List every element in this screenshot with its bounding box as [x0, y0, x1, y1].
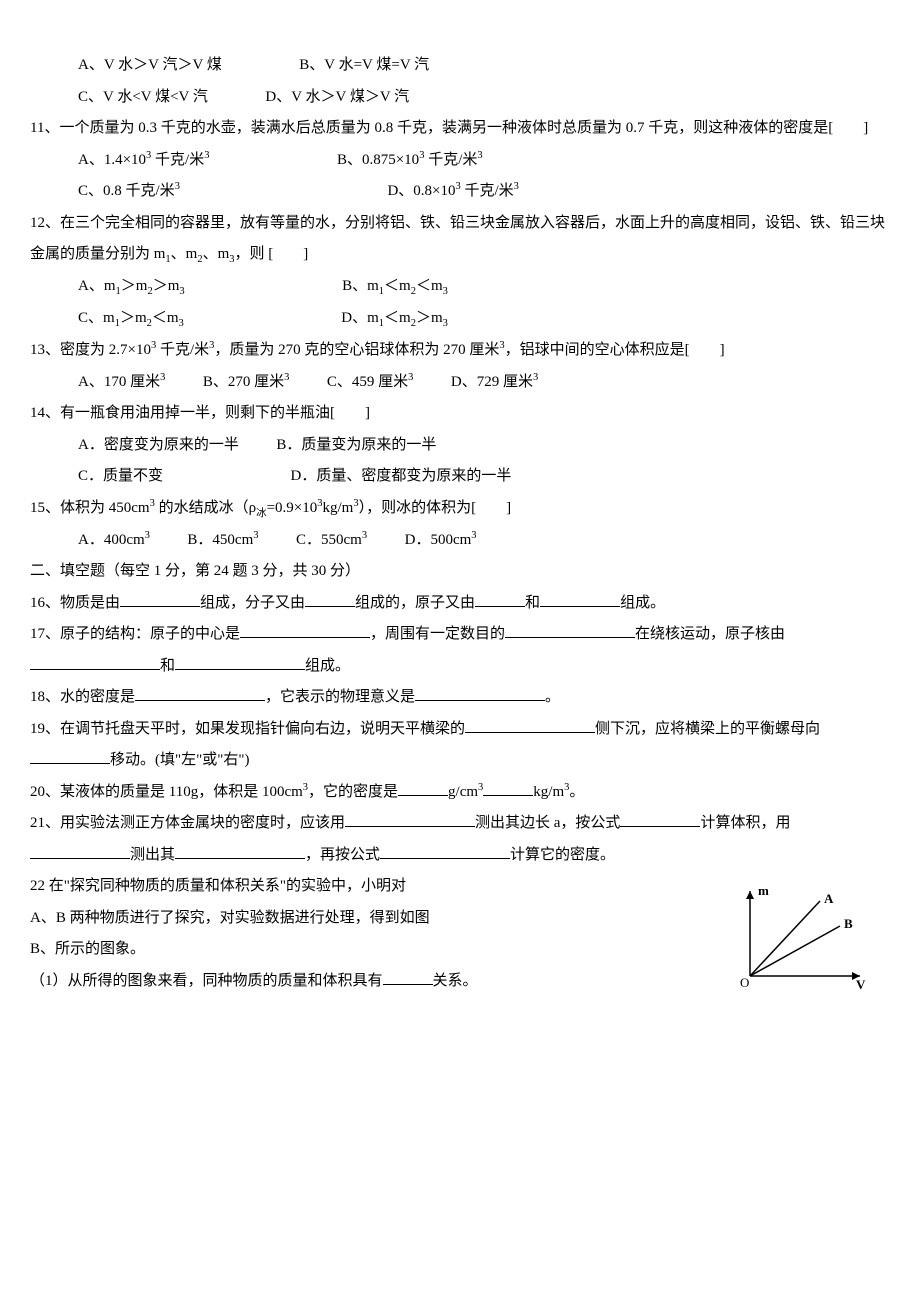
q15-opts: A．400cm3 B．450cm3 C．550cm3 D．500cm3: [30, 525, 890, 557]
blank: [505, 622, 635, 638]
q15-optA: A．400cm3: [78, 532, 150, 548]
blank: [175, 843, 305, 859]
q14-optB: B．质量变为原来的一半: [276, 437, 436, 453]
q12-optA: A、m1＞m2＞m3: [78, 278, 185, 294]
blank: [120, 591, 200, 607]
q14-optC: C．质量不变: [78, 468, 163, 484]
q13-optA: A、170 厘米3: [78, 374, 165, 390]
blank: [305, 591, 355, 607]
blank: [398, 780, 448, 796]
q15-optD: D．500cm3: [405, 532, 477, 548]
q13-opts: A、170 厘米3 B、270 厘米3 C、459 厘米3 D、729 厘米3: [30, 367, 890, 399]
q14-row1: A．密度变为原来的一半 B．质量变为原来的一半: [30, 430, 890, 462]
q19: 19、在调节托盘天平时，如果发现指针偏向右边，说明天平横梁的侧下沉，应将横梁上的…: [30, 714, 890, 777]
blank: [475, 591, 525, 607]
q15-optB: B．450cm3: [187, 532, 258, 548]
blank: [415, 685, 545, 701]
svg-text:V: V: [856, 977, 866, 991]
q10-optC: C、V 水<V 煤<V 汽: [78, 89, 208, 105]
blank: [175, 654, 305, 670]
q11-row1: A、1.4×103 千克/米3 B、0.875×103 千克/米3: [30, 145, 890, 177]
blank: [30, 843, 130, 859]
q12-stem: 12、在三个完全相同的容器里，放有等量的水，分别将铝、铁、铅三块金属放入容器后，…: [30, 208, 890, 272]
q11-optC: C、0.8 千克/米3: [78, 183, 180, 199]
svg-text:B: B: [844, 916, 853, 931]
q13-optC: C、459 厘米3: [327, 374, 414, 390]
q14-stem: 14、有一瓶食用油用掉一半，则剩下的半瓶油[ ]: [30, 398, 890, 430]
q16: 16、物质是由组成，分子又由组成的，原子又由和组成。: [30, 588, 890, 620]
blank: [135, 685, 265, 701]
blank: [620, 811, 700, 827]
blank: [380, 843, 510, 859]
q12-row1: A、m1＞m2＞m3 B、m1＜m2＜m3: [30, 271, 890, 303]
q15-stem: 15、体积为 450cm3 的水结成冰（ρ冰=0.9×103kg/m3），则冰的…: [30, 493, 890, 525]
section2-title: 二、填空题（每空 1 分，第 24 题 3 分，共 30 分）: [30, 556, 890, 588]
blank: [540, 591, 620, 607]
q11-optA: A、1.4×103 千克/米3: [78, 152, 209, 168]
q14-row2: C．质量不变 D．质量、密度都变为原来的一半: [30, 461, 890, 493]
q22: ABOmV 22 在"探究同种物质的质量和体积关系"的实验中，小明对 A、B 两…: [30, 871, 890, 1001]
blank: [240, 622, 370, 638]
svg-text:m: m: [758, 883, 769, 898]
blank: [30, 654, 160, 670]
q13-stem: 13、密度为 2.7×103 千克/米3，质量为 270 克的空心铝球体积为 2…: [30, 335, 890, 367]
q11-stem: 11、一个质量为 0.3 千克的水壶，装满水后总质量为 0.8 千克，装满另一种…: [30, 113, 890, 145]
blank: [465, 717, 595, 733]
q15-optC: C．550cm3: [296, 532, 367, 548]
mv-chart-svg: AB Om V: [730, 881, 870, 991]
q10-optB: B、V 水=V 煤=V 汽: [299, 57, 429, 73]
q14-optD: D．质量、密度都变为原来的一半: [291, 468, 512, 484]
q12-optB: B、m1＜m2＜m3: [342, 278, 448, 294]
q21: 21、用实验法测正方体金属块的密度时，应该用测出其边长 a，按公式计算体积，用测…: [30, 808, 890, 871]
q17: 17、原子的结构：原子的中心是，周围有一定数目的在绕核运动，原子核由和组成。: [30, 619, 890, 682]
q11-optB: B、0.875×103 千克/米3: [337, 152, 483, 168]
blank: [345, 811, 475, 827]
svg-text:O: O: [740, 975, 749, 990]
q10-optA: A、V 水＞V 汽＞V 煤: [78, 57, 222, 73]
svg-text:A: A: [824, 891, 834, 906]
q12-optC: C、m1＞m2＜m3: [78, 310, 184, 326]
q13-optD: D、729 厘米3: [451, 374, 538, 390]
q13-optB: B、270 厘米3: [203, 374, 290, 390]
q20: 20、某液体的质量是 110g，体积是 100cm3，它的密度是g/cm3kg/…: [30, 777, 890, 809]
blank: [30, 748, 110, 764]
q11-row2: C、0.8 千克/米3 D、0.8×103 千克/米3: [30, 176, 890, 208]
q10-options: A、V 水＞V 汽＞V 煤 B、V 水=V 煤=V 汽 C、V 水<V 煤<V …: [30, 50, 890, 113]
q12-row2: C、m1＞m2＜m3 D、m1＜m2＞m3: [30, 303, 890, 335]
q22-chart: AB Om V: [730, 881, 890, 1001]
q10-optD: D、V 水＞V 煤＞V 汽: [265, 89, 409, 105]
blank: [383, 969, 433, 985]
q14-optA: A．密度变为原来的一半: [78, 437, 239, 453]
q11-optD: D、0.8×103 千克/米3: [387, 183, 518, 199]
blank: [483, 780, 533, 796]
q18: 18、水的密度是，它表示的物理意义是。: [30, 682, 890, 714]
q12-optD: D、m1＜m2＞m3: [341, 310, 448, 326]
